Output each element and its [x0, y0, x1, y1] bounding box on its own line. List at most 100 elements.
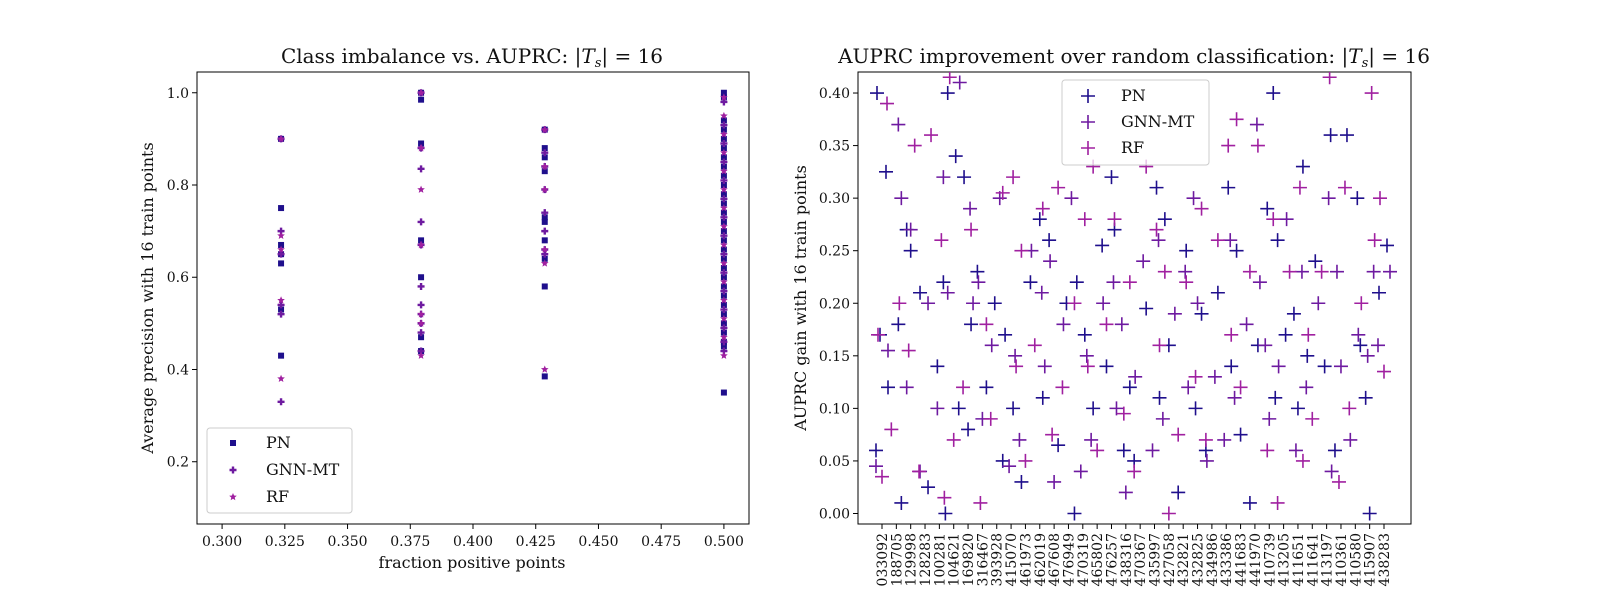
right-point-rf [884, 422, 899, 437]
right-point-rf [1270, 495, 1285, 510]
right-point-pn [1286, 306, 1301, 321]
right-x-tick-label: 411651 [1291, 533, 1307, 586]
right-point-gnn-mt [1190, 296, 1205, 311]
right-point-gnn-mt [1371, 338, 1385, 353]
right-x-tick-label: 169820 [961, 533, 977, 586]
right-point-pn [1149, 180, 1164, 195]
left-point-pn [541, 373, 548, 380]
right-point-rf [901, 343, 916, 358]
right-point-pn [903, 243, 918, 258]
right-point-gnn-mt [1239, 317, 1254, 332]
left-point-rf [277, 296, 285, 304]
right-legend-marker-rf [1081, 141, 1095, 155]
right-point-gnn-mt [1223, 233, 1238, 248]
right-point-gnn-mt [1343, 432, 1358, 447]
right-point-gnn-mt [1047, 474, 1062, 489]
left-point-rf [540, 162, 549, 170]
right-point-pn [1268, 390, 1283, 405]
left-point-gnn-mt [277, 310, 285, 318]
right-point-gnn-mt [1128, 369, 1143, 384]
right-point-rf [1161, 506, 1176, 521]
right-point-pn [1122, 380, 1137, 395]
right-point-gnn-mt [1299, 380, 1314, 395]
left-point-rf [277, 134, 285, 143]
right-point-rf [934, 233, 949, 248]
right-point-gnn-mt [1008, 348, 1023, 363]
left-point-pn [720, 209, 727, 216]
right-x-tick-label: 438283 [1377, 533, 1393, 586]
left-point-pn [720, 117, 727, 124]
left-point-rf [720, 259, 728, 267]
left-point-pn [278, 260, 285, 267]
right-point-rf [1305, 411, 1320, 426]
right-point-rf [1035, 201, 1050, 216]
right-x-tick-label: 413197 [1320, 533, 1336, 586]
left-x-tick-label: 0.400 [453, 534, 493, 550]
right-point-pn [938, 506, 953, 521]
right-point-gnn-mt [1136, 254, 1151, 269]
right-point-rf [1157, 264, 1172, 279]
right-point-rf [880, 96, 894, 111]
left-point-pn [541, 255, 548, 262]
right-point-rf [1116, 406, 1131, 421]
left-point-rf [720, 204, 728, 212]
left-point-pn [720, 283, 727, 290]
right-point-pn [1194, 306, 1209, 321]
right-point-pn [940, 86, 955, 101]
right-x-tick-label: 188705 [889, 533, 905, 586]
left-point-gnn-mt [720, 213, 728, 221]
right-point-gnn-mt [1217, 432, 1232, 447]
left-x-tick-label: 0.350 [327, 534, 367, 550]
right-point-pn [1152, 390, 1167, 405]
right-point-rf [1266, 212, 1281, 227]
right-x-ticks: 0330921887051299981282831002811046211698… [875, 524, 1393, 586]
right-point-rf [1080, 359, 1095, 374]
right-point-gnn-mt [936, 170, 951, 185]
right-point-pn [1116, 443, 1131, 458]
left-point-gnn-mt [720, 287, 728, 295]
right-x-tick-label: 432821 [1176, 533, 1192, 586]
left-point-pn [418, 96, 425, 103]
left-point-rf [720, 333, 728, 341]
right-point-gnn-mt [1252, 275, 1267, 290]
right-point-pn [1023, 275, 1038, 290]
right-point-rf [1051, 180, 1066, 195]
right-x-tick-label: 129998 [904, 533, 920, 586]
left-x-tick-label: 0.325 [265, 534, 305, 550]
left-point-gnn-mt [417, 301, 425, 309]
left-point-gnn-mt [720, 98, 728, 106]
left-point-rf [720, 296, 728, 304]
right-x-tick-label: 438316 [1119, 533, 1135, 587]
right-point-pn [891, 317, 906, 332]
right-point-rf [1364, 86, 1379, 101]
right-point-pn [1179, 243, 1194, 258]
right-point-pn [1086, 401, 1101, 416]
right-x-tick-label: 441970 [1248, 533, 1264, 586]
right-point-pn [1362, 506, 1377, 521]
right-point-rf [1149, 222, 1164, 237]
right-point-pn [1104, 170, 1119, 185]
right-point-pn [998, 327, 1013, 342]
left-point-pn [720, 154, 727, 161]
left-point-rf [277, 245, 285, 253]
right-point-rf [871, 327, 885, 342]
left-point-gnn-mt [720, 338, 728, 346]
left-point-gnn-mt [720, 158, 728, 166]
left-point-pn [720, 246, 727, 253]
left-point-pn [720, 301, 727, 308]
right-x-tick-label: 476257 [1104, 533, 1120, 586]
right-point-rf [1250, 138, 1265, 153]
chart-right: AUPRC improvement over random classifica… [791, 44, 1430, 586]
right-plot-frame [857, 71, 1412, 525]
right-point-gnn-mt [1037, 359, 1052, 374]
right-point-rf [1282, 264, 1297, 279]
right-point-rf [1171, 427, 1186, 442]
left-point-pn [720, 200, 727, 207]
right-point-gnn-mt [1145, 443, 1160, 458]
left-point-rf [417, 144, 425, 152]
left-legend-marker-rf [229, 493, 237, 501]
right-point-rf [1179, 275, 1194, 290]
right-point-gnn-mt [1360, 348, 1375, 363]
right-point-gnn-mt [1118, 485, 1133, 500]
left-point-rf [417, 319, 425, 327]
